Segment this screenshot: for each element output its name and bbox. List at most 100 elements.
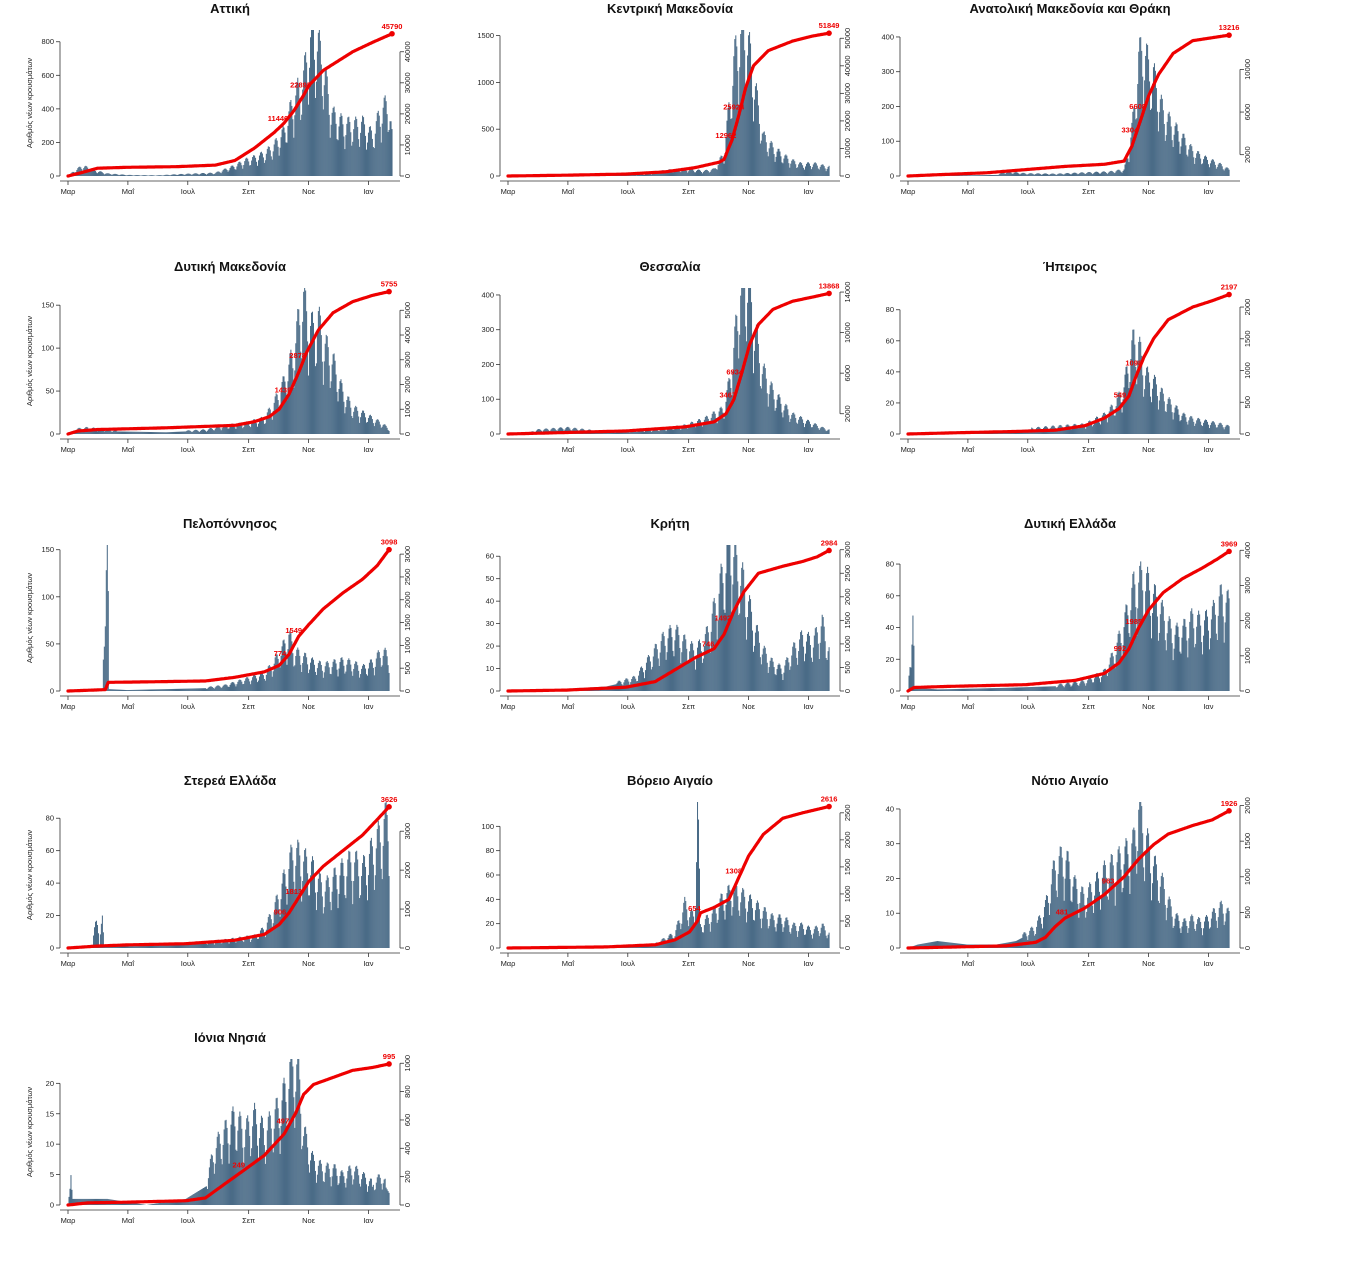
daily-bar xyxy=(925,689,926,691)
right-tick-label: 1000 xyxy=(1243,362,1252,379)
daily-bar xyxy=(121,431,122,434)
daily-bar xyxy=(332,113,333,176)
daily-bar xyxy=(161,175,162,176)
daily-bar xyxy=(179,689,180,691)
daily-bar xyxy=(1178,627,1179,691)
daily-bar xyxy=(753,652,754,691)
left-tick-label: 5 xyxy=(50,1170,54,1179)
daily-bar xyxy=(772,913,773,948)
daily-bar xyxy=(376,121,377,176)
daily-bar xyxy=(336,663,337,691)
daily-bar xyxy=(1065,174,1066,176)
daily-bar xyxy=(257,939,258,948)
daily-bar xyxy=(1138,810,1139,948)
daily-bar xyxy=(1193,422,1194,434)
daily-bar xyxy=(1195,158,1196,176)
daily-bar xyxy=(814,636,815,691)
daily-bar xyxy=(1044,173,1045,176)
daily-bar xyxy=(702,426,703,434)
daily-bar xyxy=(389,130,390,176)
daily-bar xyxy=(1208,921,1209,948)
right-tick-label: 1000 xyxy=(403,637,412,654)
month-tick-label: Σεπ xyxy=(242,959,255,968)
daily-bar xyxy=(196,173,197,176)
daily-bar xyxy=(693,917,694,948)
daily-bar xyxy=(692,169,693,176)
daily-bar xyxy=(339,662,340,691)
daily-bar xyxy=(153,432,154,434)
daily-bar xyxy=(373,423,374,434)
daily-bar xyxy=(1172,643,1173,691)
daily-bar xyxy=(259,156,260,176)
daily-bar xyxy=(340,863,341,948)
daily-bar xyxy=(276,138,277,176)
daily-bar xyxy=(234,684,235,691)
daily-bar xyxy=(206,432,207,434)
daily-bar xyxy=(790,934,791,948)
left-tick-label: 500 xyxy=(481,125,494,134)
daily-bar xyxy=(1049,686,1050,691)
daily-bar xyxy=(924,689,925,691)
left-tick-label: 30 xyxy=(486,619,494,628)
daily-bar xyxy=(1078,428,1079,434)
daily-bar xyxy=(694,426,695,434)
daily-bar xyxy=(1167,633,1168,691)
daily-bar xyxy=(774,154,775,176)
daily-bar xyxy=(171,175,172,176)
daily-bar xyxy=(997,175,998,176)
daily-bar xyxy=(338,389,339,434)
daily-bar xyxy=(794,923,795,948)
daily-bar xyxy=(157,689,158,691)
daily-bar xyxy=(257,1146,258,1205)
daily-bar xyxy=(302,663,303,691)
daily-bar xyxy=(643,672,644,691)
daily-bar xyxy=(1021,173,1022,176)
left-tick-label: 0 xyxy=(490,430,494,439)
daily-bar xyxy=(1096,873,1097,948)
daily-bar xyxy=(1186,155,1187,176)
daily-bar xyxy=(346,124,347,176)
daily-bar xyxy=(697,421,698,434)
daily-bar xyxy=(225,168,226,176)
daily-bar xyxy=(151,946,152,948)
daily-bar xyxy=(237,682,238,691)
daily-bar xyxy=(989,688,990,691)
daily-bar xyxy=(202,429,203,434)
cumulative-value-label: 1308 xyxy=(725,867,742,876)
daily-bar xyxy=(1054,861,1055,948)
daily-bar xyxy=(783,673,784,691)
daily-bar xyxy=(827,431,828,434)
daily-bar xyxy=(261,152,262,176)
daily-bar xyxy=(1056,891,1057,948)
daily-bar xyxy=(1132,830,1133,948)
daily-bar xyxy=(744,897,745,948)
daily-bar xyxy=(1012,174,1013,176)
cumulative-end-point xyxy=(386,547,392,553)
daily-bar xyxy=(236,426,237,434)
daily-bar xyxy=(1019,687,1020,691)
daily-bar xyxy=(965,689,966,691)
daily-bar xyxy=(314,665,315,691)
daily-bar xyxy=(1100,682,1101,691)
daily-bar xyxy=(250,427,251,434)
daily-bar xyxy=(1228,590,1229,691)
daily-bar xyxy=(740,296,741,434)
right-tick-label: 1000 xyxy=(1243,868,1252,885)
daily-bar xyxy=(1095,172,1096,176)
month-tick-label: Νοε xyxy=(302,187,316,196)
daily-bar xyxy=(1099,678,1100,691)
daily-bar xyxy=(327,875,328,948)
daily-bar xyxy=(778,914,779,948)
daily-bar xyxy=(680,430,681,434)
daily-bar xyxy=(250,684,251,691)
daily-bar xyxy=(1222,594,1223,691)
cumulative-value-label: 1492 xyxy=(715,614,732,623)
daily-bar xyxy=(374,890,375,948)
daily-bar xyxy=(338,894,339,948)
daily-bar xyxy=(820,933,821,948)
daily-bar xyxy=(155,1204,156,1205)
daily-bar xyxy=(332,667,333,691)
daily-bar xyxy=(966,175,967,176)
daily-bar xyxy=(1171,405,1172,434)
